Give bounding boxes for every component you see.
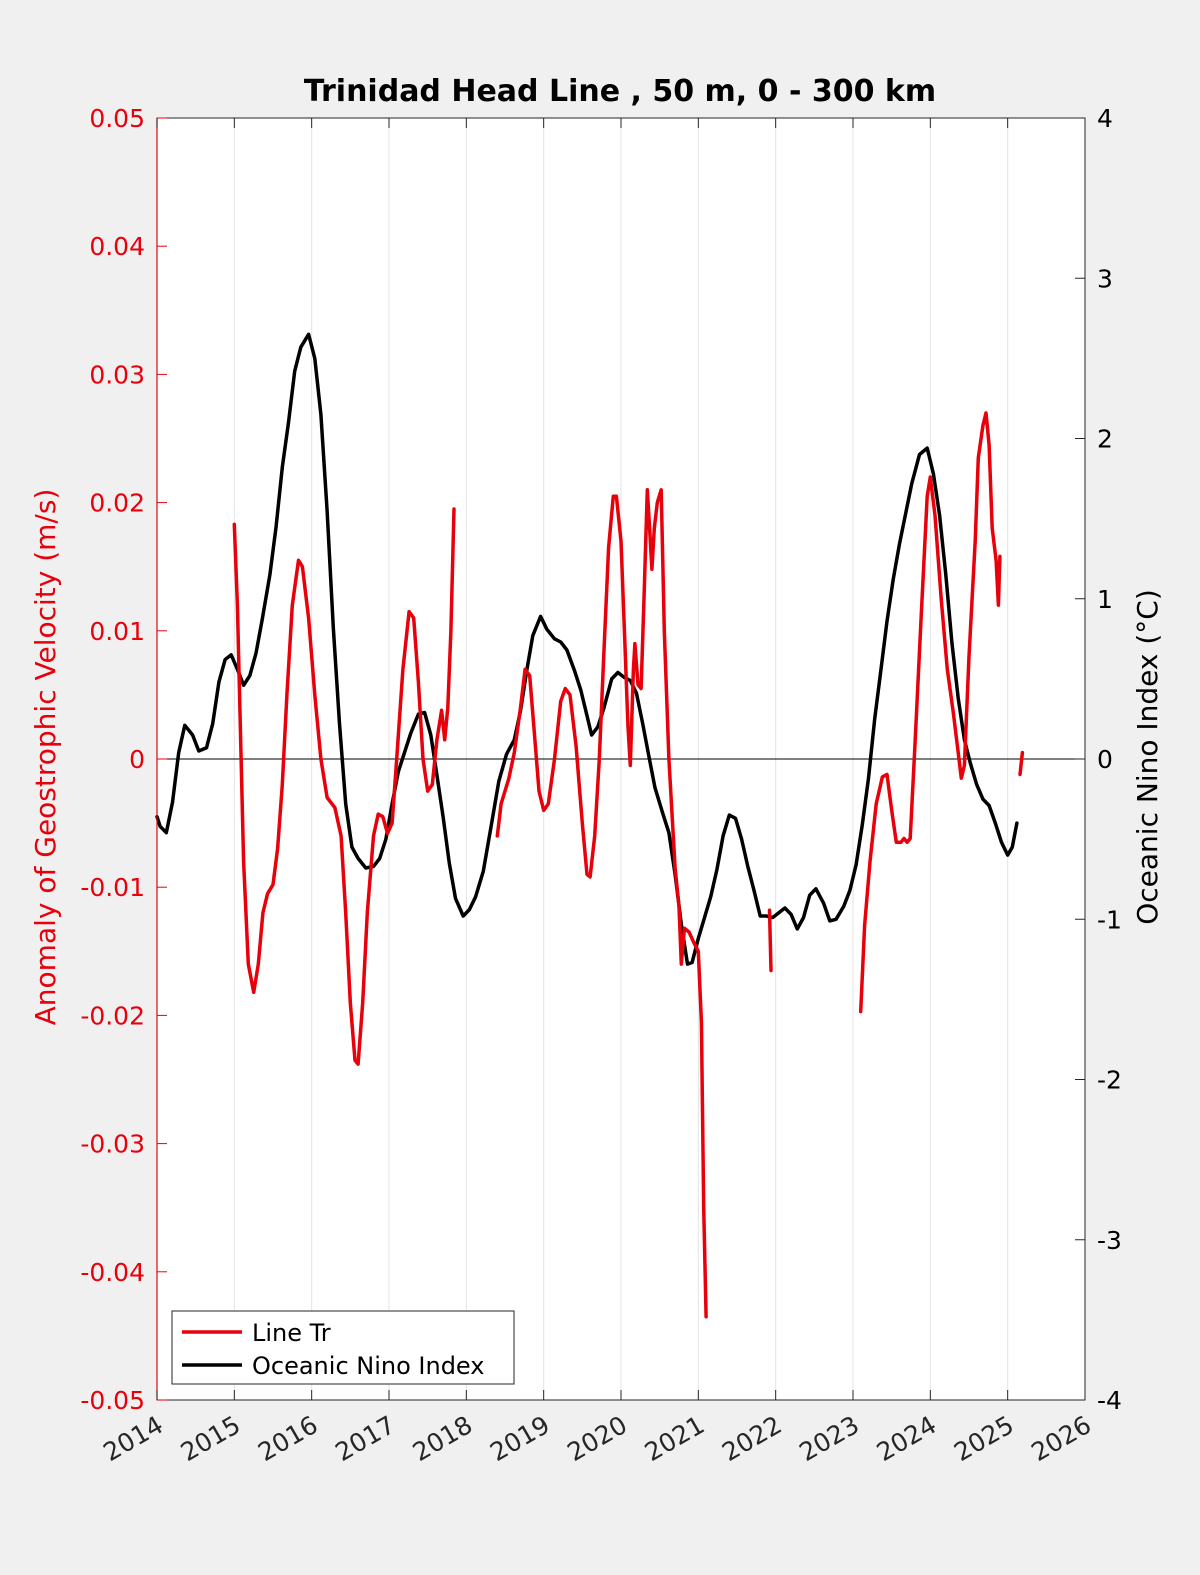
left-tick-label: 0.04	[89, 232, 145, 261]
left-axis-label: Anomaly of Geostrophic Velocity (m/s)	[29, 489, 62, 1026]
series-line-tr-segment-0	[232, 507, 456, 1066]
x-tick-label: 2020	[562, 1410, 632, 1467]
x-tick-label: 2025	[949, 1410, 1019, 1467]
left-tick-label: -0.04	[80, 1258, 145, 1287]
right-tick-label: -3	[1097, 1226, 1122, 1255]
right-tick-label: 2	[1097, 425, 1113, 454]
x-tick-label: 2017	[330, 1410, 400, 1467]
legend: Line Tr Oceanic Nino Index	[171, 1310, 515, 1385]
series-layer	[155, 332, 1025, 1319]
x-tick-label: 2018	[408, 1410, 478, 1467]
left-tick-label: -0.01	[80, 873, 145, 902]
series-line-oni	[155, 332, 1019, 966]
left-tick-label: -0.03	[80, 1130, 145, 1159]
series-line-tr-segment-3	[858, 411, 1002, 1014]
legend-label-oni: Oceanic Nino Index	[252, 1352, 484, 1380]
x-tick-label: 2014	[98, 1410, 168, 1467]
x-tick-label: 2022	[717, 1410, 787, 1467]
x-tick-label: 2019	[485, 1410, 555, 1467]
right-tick-label: 0	[1097, 745, 1113, 774]
legend-box	[171, 1310, 515, 1385]
right-tick-label: 3	[1097, 264, 1113, 293]
left-tick-label: 0.02	[89, 489, 145, 518]
left-y-axis: -0.05 -0.04 -0.03 -0.02 -0.01 0 0.01 0.02 0.03 0.…	[80, 104, 167, 1415]
x-tick-label: 2015	[176, 1410, 246, 1467]
right-tick-label: 1	[1097, 585, 1113, 614]
series-line-tr-segment-4	[1018, 750, 1025, 777]
series-line-tr-segment-2	[767, 908, 773, 973]
left-tick-label: 0.03	[89, 360, 145, 389]
left-tick-label: -0.02	[80, 1001, 145, 1030]
left-tick-label: -0.05	[80, 1386, 145, 1415]
left-tick-label: 0	[129, 745, 145, 774]
right-tick-label: -2	[1097, 1066, 1122, 1095]
legend-label-line-tr: Line Tr	[252, 1319, 331, 1347]
right-tick-label: -4	[1097, 1386, 1122, 1415]
chart-title: Trinidad Head Line , 50 m, 0 - 300 km	[304, 74, 936, 109]
right-axis-label: Oceanic Nino Index (°C)	[1131, 589, 1164, 925]
right-tick-label: -1	[1097, 905, 1122, 934]
x-tick-label: 2016	[253, 1410, 323, 1467]
x-tick-label: 2024	[872, 1410, 942, 1467]
left-tick-label: 0.05	[89, 104, 145, 133]
x-tick-label: 2023	[794, 1410, 864, 1467]
left-tick-label: 0.01	[89, 617, 145, 646]
right-tick-label: 4	[1097, 104, 1113, 133]
x-tick-label: 2021	[640, 1410, 710, 1467]
series-line-tr-segment-1	[495, 488, 708, 1319]
right-y-axis: -4 -3 -2 -1 0 1 2 3 4	[1075, 104, 1122, 1415]
x-tick-label: 2026	[1026, 1410, 1096, 1467]
